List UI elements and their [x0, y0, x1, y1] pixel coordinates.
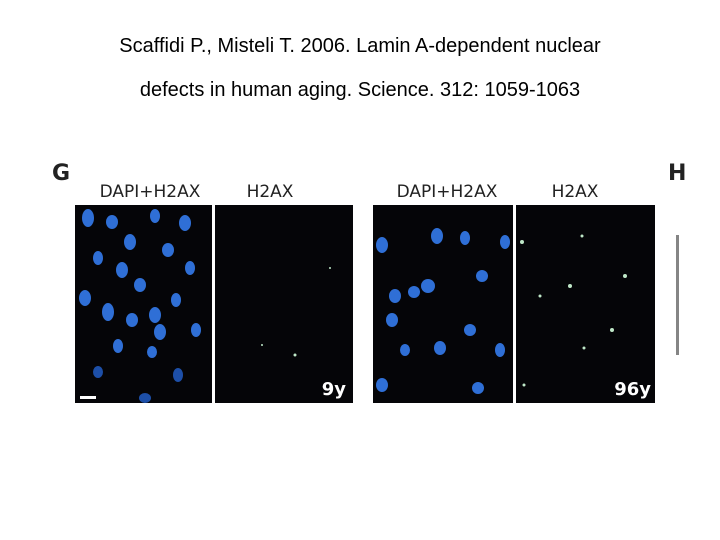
nucleus [472, 382, 484, 394]
divider [212, 205, 215, 403]
foci [261, 344, 263, 346]
nucleus [154, 324, 166, 340]
foci [623, 274, 627, 278]
age-label: 9y [322, 379, 347, 400]
nucleus [179, 215, 191, 231]
nucleus [464, 324, 476, 336]
nucleus [386, 313, 398, 327]
nuclei [79, 209, 201, 403]
citation-line: defects in human aging. Science. 312: 10… [140, 79, 580, 101]
foci [538, 294, 542, 298]
nucleus [421, 279, 435, 293]
citation-line: Scaffidi P., Misteli T. 2006. Lamin A-de… [119, 35, 601, 57]
nucleus [102, 303, 114, 321]
foci [522, 383, 526, 387]
nucleus [400, 344, 410, 356]
nucleus [162, 243, 174, 257]
nucleus [460, 231, 470, 245]
nucleus [173, 368, 183, 382]
foci [580, 234, 584, 238]
nucleus [500, 235, 510, 249]
scale-bar [80, 396, 96, 399]
nucleus [93, 366, 103, 378]
nucleus [376, 237, 388, 253]
nucleus [389, 289, 401, 303]
age-label: 96y [614, 379, 651, 400]
nucleus [116, 262, 128, 278]
nucleus [185, 261, 195, 275]
nucleus [476, 270, 488, 282]
nucleus [408, 286, 420, 298]
nucleus [134, 278, 146, 292]
channel-label: H2AX [552, 182, 599, 202]
micrograph-96y: 96y [373, 205, 655, 403]
channel-label: DAPI+H2AX [100, 182, 201, 202]
nucleus [150, 209, 160, 223]
nucleus [124, 234, 136, 250]
nucleus [147, 346, 157, 358]
nuclei [376, 228, 510, 394]
nucleus [126, 313, 138, 327]
foci [568, 284, 572, 288]
nucleus [431, 228, 443, 244]
channel-label: H2AX [247, 182, 294, 202]
channel-label: DAPI+H2AX [397, 182, 498, 202]
nucleus [82, 209, 94, 227]
panel-label: G [52, 161, 70, 186]
nucleus [434, 341, 446, 355]
nucleus [191, 323, 201, 337]
foci [582, 346, 586, 350]
nucleus [113, 339, 123, 353]
nucleus [93, 251, 103, 265]
nucleus [149, 307, 161, 323]
foci [329, 267, 331, 269]
nucleus [139, 393, 151, 403]
foci [293, 353, 297, 357]
nucleus [171, 293, 181, 307]
panel-label: H [668, 161, 686, 186]
micrograph-9y: 9y [75, 205, 353, 403]
nucleus [106, 215, 118, 229]
cut-off-panel-edge [676, 235, 679, 355]
foci [520, 240, 524, 244]
divider [513, 205, 516, 403]
nucleus [376, 378, 388, 392]
nucleus [79, 290, 91, 306]
nucleus [495, 343, 505, 357]
foci [610, 328, 614, 332]
